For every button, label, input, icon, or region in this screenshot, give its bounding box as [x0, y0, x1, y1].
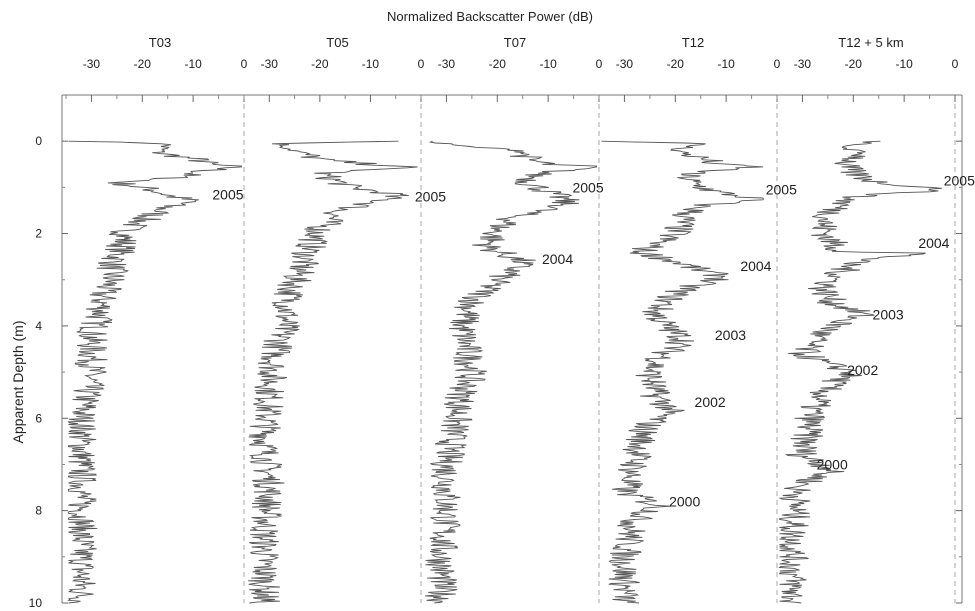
x-tick-label: 0	[774, 57, 781, 71]
x-tick-label: -30	[83, 57, 101, 71]
year-annotation: 2000	[817, 456, 848, 472]
profile-line	[67, 140, 242, 604]
y-tick-label: 10	[29, 596, 43, 610]
chart-title: Normalized Backscatter Power (dB)	[387, 9, 593, 24]
year-annotation: 2002	[695, 394, 726, 410]
x-tick-label: -10	[539, 57, 557, 71]
panel-title: T07	[504, 35, 526, 50]
x-tick-label: -10	[184, 57, 202, 71]
y-tick-label: 2	[35, 227, 42, 241]
x-tick-label: -20	[311, 57, 329, 71]
plot-area: 0 2 4 6 8 10 T03 -30 -20 -10 0 2005 T05 -30 -20 -10 0 200…	[29, 35, 975, 610]
year-annotation: 2002	[847, 362, 878, 378]
year-annotation: 2003	[715, 327, 746, 343]
x-tick-label: 0	[241, 57, 248, 71]
year-annotation: 2004	[740, 258, 771, 274]
panel-title: T03	[149, 35, 171, 50]
year-annotation: 2005	[766, 182, 797, 198]
x-tick-label: 0	[952, 57, 959, 71]
year-annotation: 2003	[873, 306, 904, 322]
x-tick-label: -20	[667, 57, 685, 71]
profile-line	[248, 140, 418, 604]
x-tick-label: -30	[438, 57, 456, 71]
x-tick-label: -20	[134, 57, 152, 71]
y-tick-label: 4	[35, 319, 42, 333]
profile-line	[601, 140, 765, 604]
profile-line	[425, 140, 597, 604]
panel-title: T12	[682, 35, 704, 50]
y-tick-label: 6	[35, 411, 42, 425]
year-annotation: 2004	[918, 235, 949, 251]
y-axis-label: Apparent Depth (m)	[10, 321, 26, 444]
year-annotation: 2005	[212, 186, 243, 202]
year-annotation: 2005	[415, 189, 446, 205]
x-tick-label: -10	[362, 57, 380, 71]
year-annotation: 2004	[542, 251, 573, 267]
x-tick-label: 0	[418, 57, 425, 71]
year-annotation: 2000	[669, 493, 700, 509]
panel-title: T12 + 5 km	[838, 35, 903, 50]
year-annotation: 2005	[572, 179, 603, 195]
x-tick-label: -20	[845, 57, 863, 71]
x-tick-label: -30	[261, 57, 279, 71]
panel-title: T05	[326, 35, 348, 50]
x-tick-label: -10	[717, 57, 735, 71]
year-annotation: 2005	[944, 172, 975, 188]
x-tick-label: -30	[616, 57, 634, 71]
x-tick-label: 0	[596, 57, 603, 71]
x-tick-label: -10	[895, 57, 913, 71]
profile-line	[778, 140, 942, 604]
y-tick-label: 0	[35, 134, 42, 148]
x-tick-label: -20	[489, 57, 507, 71]
y-tick-label: 8	[35, 504, 42, 518]
x-tick-label: -30	[794, 57, 812, 71]
